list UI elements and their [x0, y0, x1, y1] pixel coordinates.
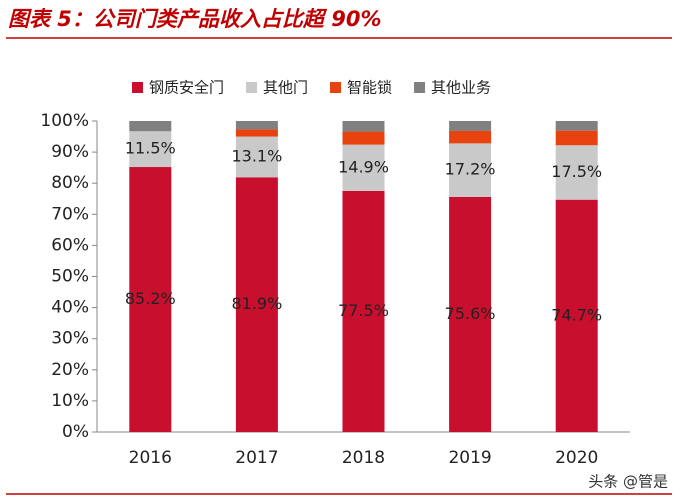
x-tick-label: 2017 [235, 448, 278, 468]
y-tick-label: 100% [40, 111, 89, 131]
bar-segment [235, 129, 278, 137]
bar-segment [555, 145, 598, 200]
bar-segment [449, 130, 492, 144]
value-label: 11.5% [125, 139, 176, 158]
bar-segment [449, 121, 492, 131]
value-label: 81.9% [231, 294, 282, 313]
y-tick-label: 30% [51, 329, 89, 349]
value-label: 77.5% [338, 301, 389, 320]
y-tick-label: 80% [51, 173, 89, 193]
value-label: 13.1% [231, 146, 282, 165]
value-label: 85.2% [125, 289, 176, 308]
bar-segment [129, 121, 172, 132]
legend-label: 钢质安全门 [149, 79, 224, 97]
y-tick-label: 60% [51, 235, 89, 255]
y-tick-label: 70% [51, 204, 89, 224]
bar-segment [555, 199, 598, 432]
bar-segment [342, 131, 385, 145]
value-label: 75.6% [445, 304, 496, 323]
bar-segment [342, 144, 385, 191]
bar-segment [555, 130, 598, 146]
legend-swatch [414, 82, 426, 93]
bar-segment [235, 136, 278, 178]
x-tick-label: 2018 [342, 448, 385, 468]
legend-label: 其他业务 [431, 79, 491, 97]
legend-swatch [132, 82, 143, 93]
watermark: 头条 @管是 [588, 473, 668, 491]
bar-segment [129, 131, 172, 168]
y-tick-label: 40% [51, 298, 89, 318]
y-tick-label: 10% [51, 391, 89, 411]
bar-segment [449, 143, 492, 197]
value-label: 74.7% [551, 305, 602, 324]
value-label: 17.5% [551, 162, 602, 181]
bar-segment [235, 177, 278, 432]
x-tick-label: 2016 [129, 448, 172, 468]
y-tick-label: 20% [51, 360, 89, 380]
chart-title: 图表 5：公司门类产品收入占比超 90% [8, 7, 382, 31]
bar-segment [342, 190, 385, 432]
x-tick-label: 2019 [448, 448, 491, 468]
y-tick-label: 50% [51, 267, 89, 287]
value-label: 17.2% [445, 160, 496, 179]
bar-segment [555, 121, 598, 131]
bar-segment [235, 121, 278, 130]
value-label: 14.9% [338, 157, 389, 176]
bar-segment [342, 121, 385, 132]
y-tick-label: 0% [62, 422, 89, 442]
legend-swatch [246, 82, 258, 93]
legend-label: 智能锁 [347, 79, 392, 97]
legend-swatch [330, 82, 342, 93]
bar-segment [129, 167, 172, 432]
x-tick-label: 2020 [555, 448, 598, 468]
y-tick-label: 90% [51, 142, 89, 162]
bar-segment [449, 196, 492, 432]
legend-label: 其他门 [263, 79, 308, 97]
